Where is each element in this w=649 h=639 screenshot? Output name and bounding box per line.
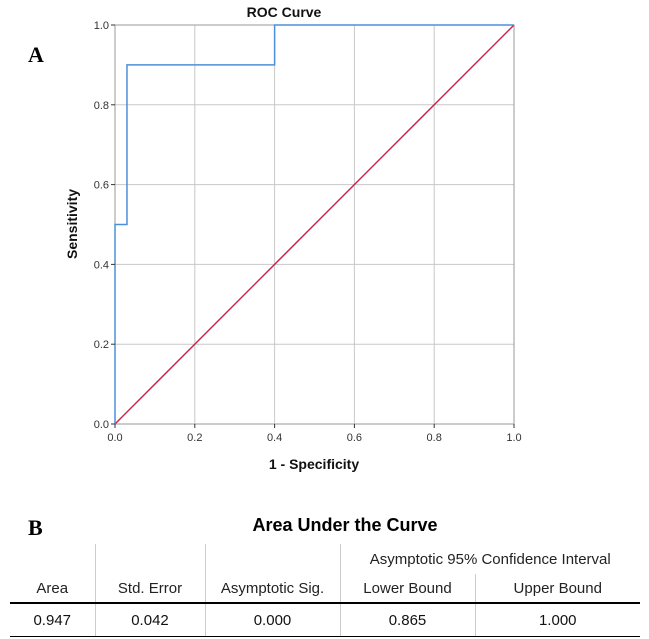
y-tick-label: 1.0 bbox=[94, 20, 109, 32]
cell-asymptotic-sig: 0.000 bbox=[204, 602, 340, 637]
x-tick-label: 0.0 bbox=[107, 432, 122, 444]
y-tick-label: 0.0 bbox=[94, 419, 109, 431]
x-tick-label: 0.4 bbox=[267, 432, 282, 444]
chart-title: ROC Curve bbox=[247, 4, 322, 20]
x-axis-title: 1 - Specificity bbox=[269, 456, 359, 472]
header-spacer bbox=[94, 544, 205, 574]
panel-label-b: B bbox=[28, 515, 43, 540]
auc-table: Asymptotic 95% Confidence Interval Area … bbox=[10, 544, 640, 637]
cell-area: 0.947 bbox=[10, 602, 95, 637]
reference-diagonal-line bbox=[114, 24, 515, 425]
column-header-asymptotic-sig: Asymptotic Sig. bbox=[204, 574, 340, 603]
y-tick-label: 0.6 bbox=[94, 180, 109, 192]
y-axis-title: Sensitivity bbox=[64, 189, 80, 259]
x-tick-label: 1.0 bbox=[506, 432, 521, 444]
x-tick-label: 0.2 bbox=[187, 432, 202, 444]
cell-std-error: 0.042 bbox=[94, 602, 205, 637]
series-layer bbox=[114, 24, 515, 425]
column-header-lower-bound: Lower Bound bbox=[339, 574, 475, 603]
table-header-row-1: Asymptotic 95% Confidence Interval bbox=[10, 544, 640, 574]
roc-curve-line bbox=[114, 24, 514, 424]
x-tick-label: 0.6 bbox=[347, 432, 362, 444]
auc-table-section: Area Under the Curve Asymptotic 95% Conf… bbox=[10, 515, 640, 637]
tick-labels: 0.0 0.2 0.4 0.6 0.8 1.0 0.0 0.2 0.4 0.6 0.8 1.0 bbox=[94, 20, 522, 444]
y-tick-label: 0.2 bbox=[94, 339, 109, 351]
ci-header: Asymptotic 95% Confidence Interval bbox=[339, 544, 640, 574]
auc-table-title: Area Under the Curve bbox=[252, 515, 438, 535]
table-header-row-2: Area Std. Error Asymptotic Sig. Lower Bo… bbox=[10, 574, 640, 603]
x-tick-label: 0.8 bbox=[427, 432, 442, 444]
panel-label-a: A bbox=[28, 42, 44, 67]
roc-chart: 0.0 0.2 0.4 0.6 0.8 1.0 0.0 0.2 0.4 0.6 0.8 1.0 ROC… bbox=[64, 4, 522, 472]
header-spacer bbox=[10, 544, 95, 574]
cell-upper-bound: 1.000 bbox=[474, 602, 640, 637]
table-row: 0.947 0.042 0.000 0.865 1.000 bbox=[10, 602, 640, 637]
column-header-std-error: Std. Error bbox=[94, 574, 205, 603]
column-header-upper-bound: Upper Bound bbox=[474, 574, 640, 603]
y-tick-label: 0.8 bbox=[94, 100, 109, 112]
cell-lower-bound: 0.865 bbox=[339, 602, 475, 637]
header-spacer bbox=[204, 544, 340, 574]
column-header-area: Area bbox=[36, 579, 69, 597]
y-tick-label: 0.4 bbox=[94, 259, 109, 271]
